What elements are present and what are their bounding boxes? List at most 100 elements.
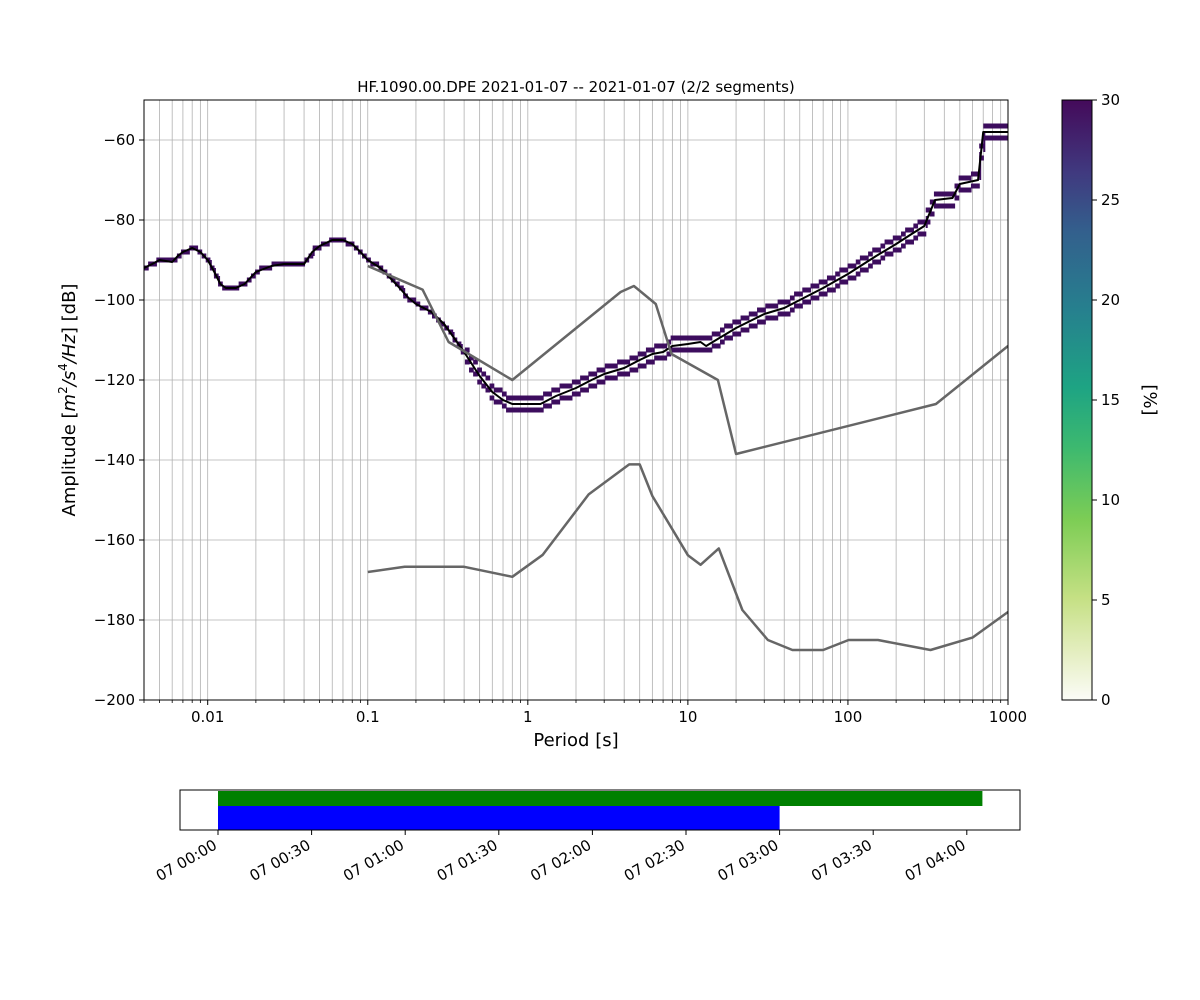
histogram-cell [810, 295, 816, 301]
x-tick-label: 10 [678, 708, 697, 726]
histogram-cell [711, 343, 717, 349]
histogram-cell [654, 355, 659, 361]
histogram-cell [703, 335, 709, 341]
x-tick-label: 1000 [989, 708, 1027, 726]
histogram-cell [917, 231, 923, 237]
histogram-cell [855, 259, 861, 265]
histogram-cell [901, 231, 906, 237]
timeline-tick-label: 07 02:00 [527, 836, 594, 885]
histogram-cell [518, 407, 524, 413]
histogram-cell [740, 327, 746, 333]
histogram-cell [859, 267, 865, 273]
histogram-cell [185, 249, 190, 255]
histogram-cell [666, 351, 672, 357]
histogram-cell [901, 243, 906, 249]
histogram-cell [884, 239, 890, 245]
histogram-cell [625, 359, 631, 365]
histogram-cell [645, 359, 651, 365]
histogram-cell [592, 383, 598, 389]
histogram-cell [662, 355, 668, 361]
histogram-cell [580, 387, 585, 393]
y-axis-ticks: −60 −80 −100 −120 −140 −160 −180 −200 [94, 131, 144, 709]
histogram-cell [510, 407, 515, 413]
histogram-cell [938, 191, 943, 197]
histogram-cell [613, 363, 618, 369]
histogram-cell [814, 295, 820, 301]
histogram-cell [880, 255, 886, 261]
histogram-cell [987, 123, 993, 129]
histogram-cell [637, 363, 643, 369]
histogram-cell [802, 299, 807, 305]
histogram-cell [534, 407, 540, 413]
histogram-cell [464, 359, 470, 365]
histogram-cell [641, 351, 647, 357]
histogram-cell [909, 227, 914, 233]
histogram-cell [946, 191, 951, 197]
histogram-cell [773, 315, 779, 321]
histogram-cell [580, 375, 585, 381]
histogram-cell [855, 271, 861, 277]
histogram-cell [193, 245, 199, 251]
histogram-cell [658, 343, 663, 349]
y-tick-label: −60 [103, 131, 135, 149]
histogram-cell [493, 387, 499, 393]
colorbar-tick-label: 20 [1101, 291, 1120, 309]
data-coverage-bar [218, 791, 983, 806]
histogram-cell [506, 407, 511, 413]
histogram-cell [423, 305, 429, 311]
histogram-cell [559, 395, 565, 401]
histogram-cell [892, 235, 898, 241]
histogram-cell [538, 407, 544, 413]
histogram-cell [781, 311, 787, 317]
y-tick-label: −160 [94, 531, 135, 549]
histogram-cell [913, 235, 919, 241]
histogram-cell [752, 311, 758, 317]
histogram-cell [691, 347, 696, 353]
timeline-tick-label: 07 01:00 [340, 836, 407, 885]
histogram-cell [695, 335, 701, 341]
histogram-cell [736, 331, 742, 337]
histogram-cell [345, 241, 351, 247]
histogram-cell [633, 367, 639, 373]
histogram-cell [724, 335, 729, 341]
histogram-cell [596, 379, 602, 385]
histogram-cell [732, 319, 738, 325]
histogram-cell [695, 347, 701, 353]
histogram-cell [946, 203, 951, 209]
histogram-cell [489, 384, 492, 392]
histogram-cell [650, 347, 655, 353]
histogram-cell [469, 367, 474, 373]
histogram-cell [600, 379, 606, 385]
histogram-cell [687, 335, 692, 341]
colorbar-tick-label: 5 [1101, 591, 1111, 609]
histogram-cell [411, 297, 417, 303]
histogram-cell [929, 199, 935, 205]
timeline-tick-label: 07 00:00 [153, 836, 220, 885]
histogram-cell [938, 203, 943, 209]
histogram-cell [674, 347, 680, 353]
histogram-cell [621, 359, 626, 365]
histogram-cell [925, 219, 931, 225]
histogram-cell [921, 219, 927, 225]
psd-plot-area: 0.01 0.1 1 10 100 1000 −60 −80 −100 −120 −140 −160… [94, 99, 1027, 726]
histogram-cell [567, 395, 573, 401]
x-tick-label: 0.01 [191, 708, 224, 726]
histogram-cell [822, 291, 828, 297]
histogram-cell [592, 371, 598, 377]
histogram-cell [987, 135, 993, 141]
colorbar-tick-label: 0 [1101, 691, 1111, 709]
histogram-cell [563, 383, 569, 389]
histogram-cell [658, 355, 663, 361]
histogram-cell [596, 367, 602, 373]
histogram-cell [473, 371, 478, 377]
histogram-cell [913, 223, 919, 229]
histogram-cell [966, 187, 972, 193]
histogram-cell [584, 375, 589, 381]
timeline-tick-label: 07 03:00 [714, 836, 781, 885]
histogram-cell [678, 347, 684, 353]
histogram-cell [905, 227, 910, 233]
histogram-cell [555, 399, 561, 405]
histogram-cell [538, 395, 544, 401]
histogram-cell [962, 175, 968, 181]
histogram-cell [571, 379, 577, 385]
